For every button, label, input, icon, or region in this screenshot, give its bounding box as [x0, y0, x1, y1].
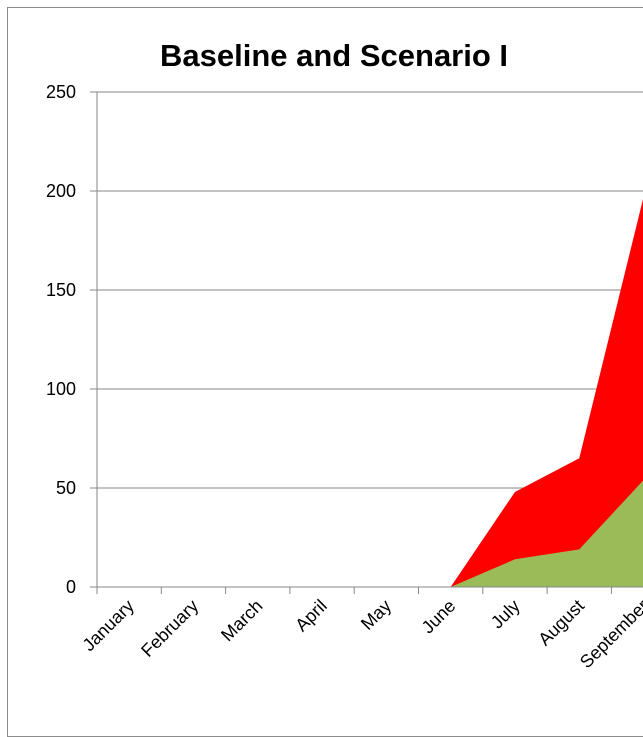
gridlines — [97, 92, 643, 488]
x-tick-label: February — [137, 596, 202, 661]
y-tick-label: 250 — [46, 82, 76, 102]
y-tick-label: 100 — [46, 379, 76, 399]
y-tick-label: 150 — [46, 280, 76, 300]
x-tick-label: June — [418, 596, 460, 638]
x-tick-label: January — [79, 596, 138, 655]
x-tick-label: May — [357, 596, 395, 634]
y-tick-label: 200 — [46, 181, 76, 201]
series-areas — [451, 197, 643, 587]
x-tick-label: April — [291, 596, 331, 636]
y-tick-label: 50 — [56, 478, 76, 498]
y-tick-label: 0 — [66, 577, 76, 597]
x-tick-label: March — [217, 596, 267, 646]
x-tick-label: September — [576, 596, 643, 672]
x-tick-label: August — [534, 596, 588, 650]
x-tick-label: July — [487, 596, 524, 633]
